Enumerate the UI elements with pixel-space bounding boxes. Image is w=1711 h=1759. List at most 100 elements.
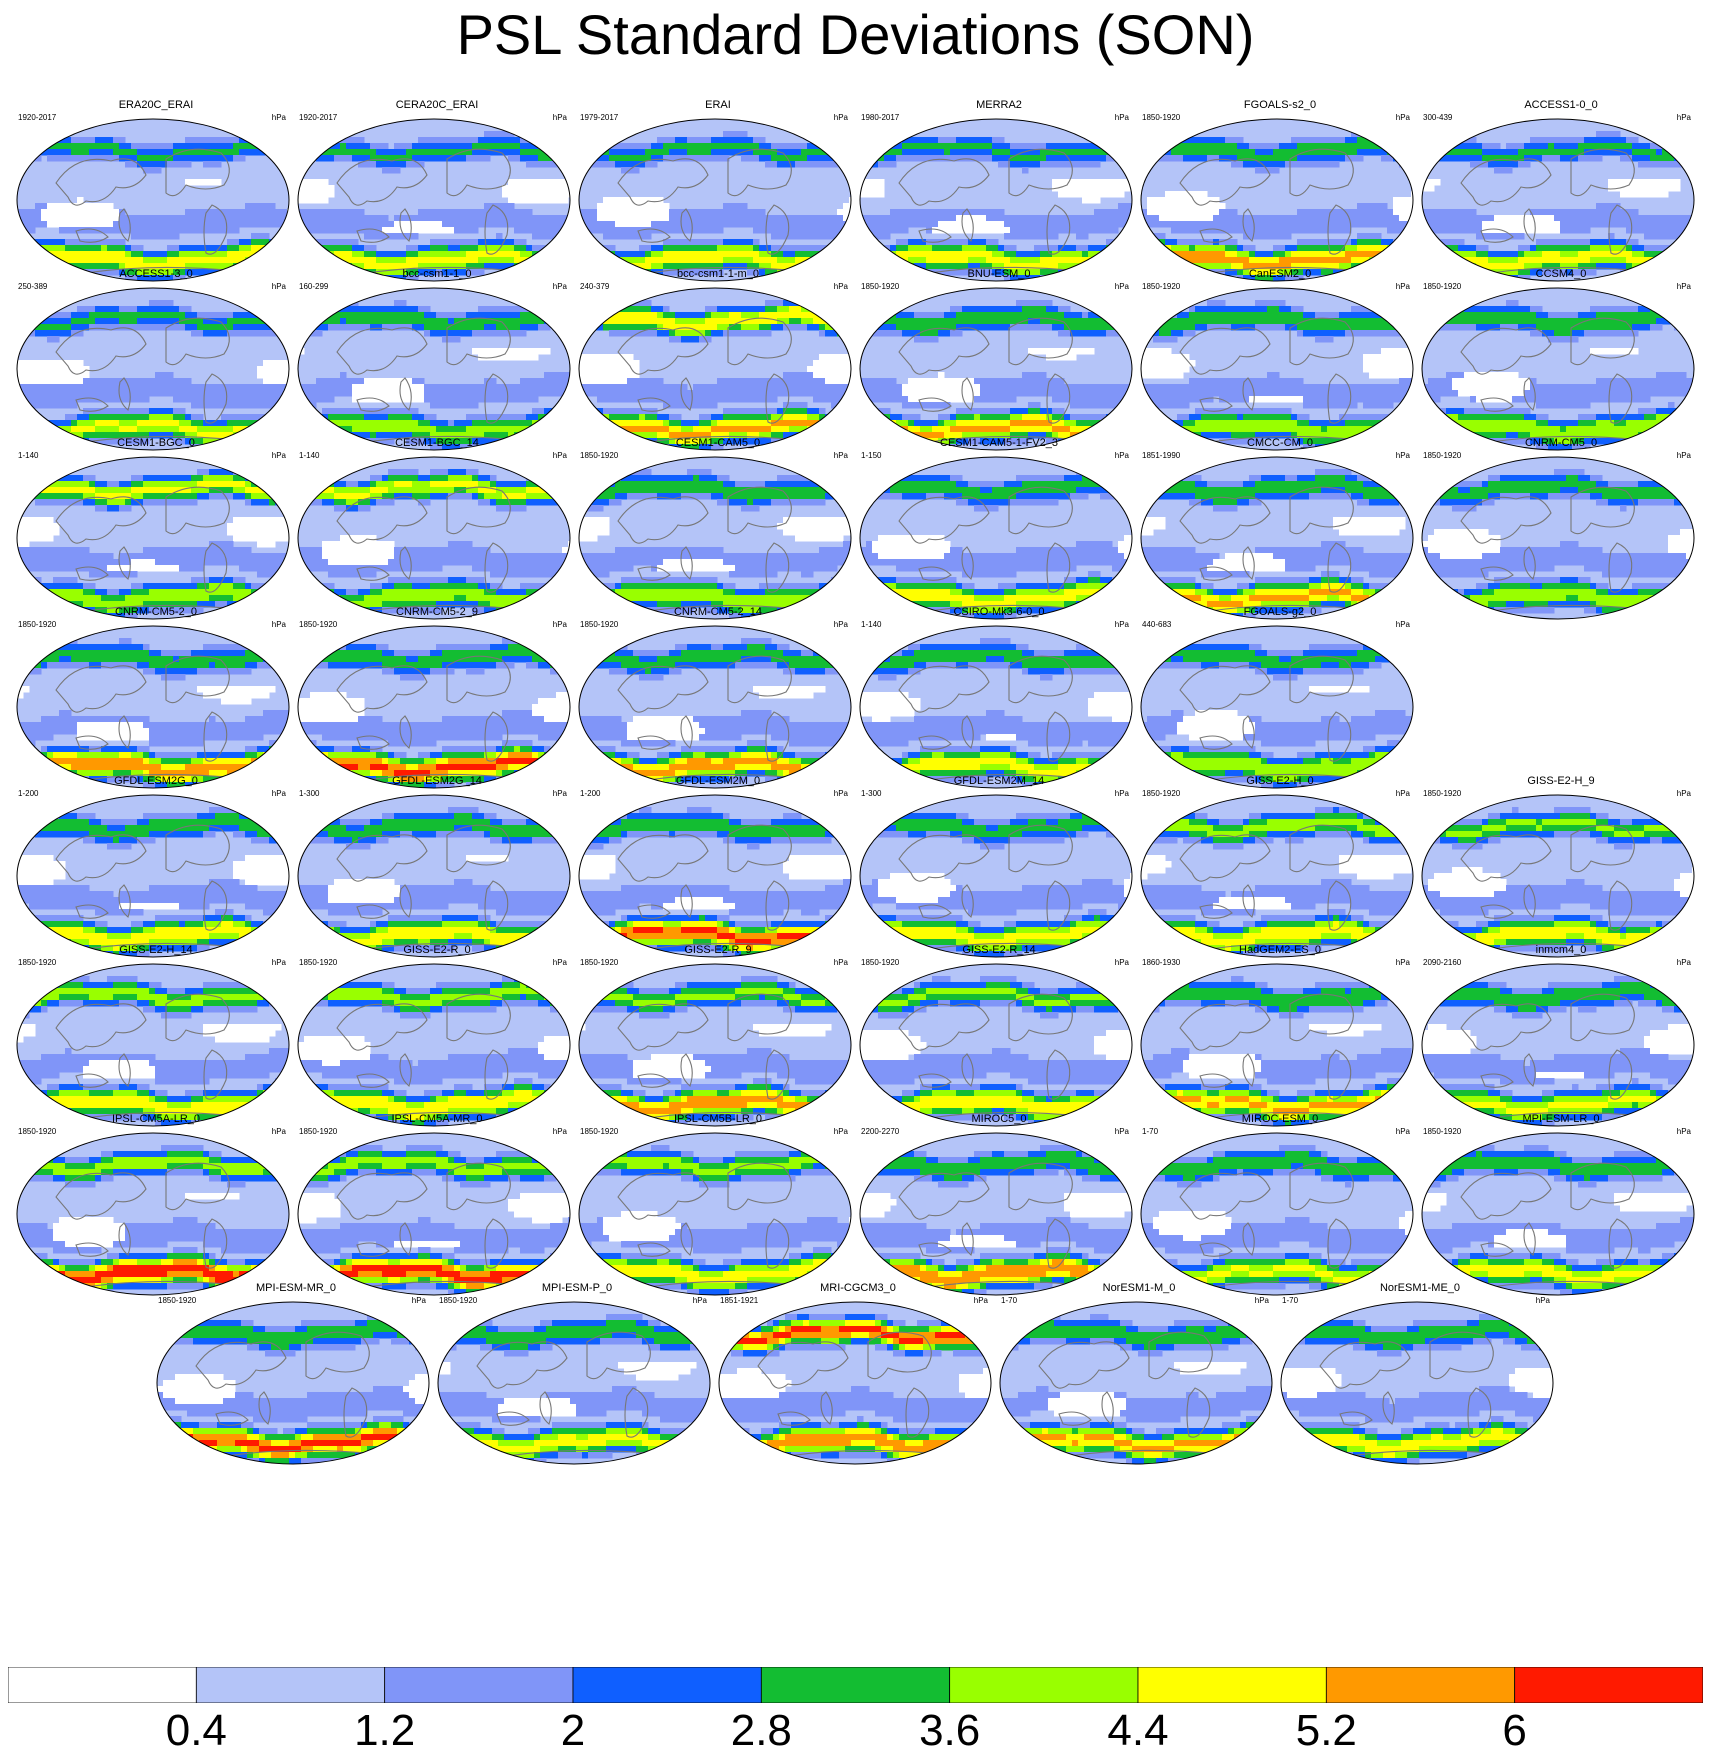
coastlines <box>1460 824 1642 950</box>
field-shading <box>1141 626 1413 788</box>
map-panel: MERRA2 1980-2017 hPa <box>859 99 1139 284</box>
panel-title: GISS-E2-H_9 <box>1421 775 1701 787</box>
panel-years: 1-70 <box>1282 1296 1298 1306</box>
map <box>859 456 1133 620</box>
map-panel: CSIRO-Mk3-6-0_0 1-140 hPa <box>859 606 1139 791</box>
field-shading <box>860 626 1132 788</box>
map-outline <box>16 963 290 1127</box>
panel-years: 1850-1920 <box>580 1127 618 1137</box>
field-shading <box>579 626 851 788</box>
coastlines <box>898 1162 1080 1288</box>
panel-unit: hPa <box>272 451 286 461</box>
panel-years: 1850-1920 <box>580 958 618 968</box>
map <box>859 118 1133 282</box>
panel-title: IPSL-CM5B-LR_0 <box>578 1113 858 1125</box>
map-panel: ERA20C_ERAI 1920-2017 hPa <box>16 99 296 284</box>
colorbar-labels: 0.4 1.2 2 2.8 3.6 4.4 5.2 6 <box>0 1706 1711 1756</box>
coastlines <box>1179 824 1361 950</box>
panel-unit: hPa <box>1396 620 1410 630</box>
coastlines <box>1179 655 1361 781</box>
map-panel: GFDL-ESM2G_14 1-300 hPa <box>297 775 577 960</box>
map-outline <box>578 456 852 620</box>
coastlines <box>757 1331 939 1457</box>
map-panel: IPSL-CM5B-LR_0 1850-1920 hPa <box>578 1113 858 1298</box>
coastlines <box>336 993 518 1119</box>
map <box>1140 963 1414 1127</box>
map-outline <box>578 625 852 789</box>
panel-years: 1850-1920 <box>439 1296 477 1306</box>
panel-title: MPI-ESM-LR_0 <box>1421 1113 1701 1125</box>
map <box>1140 794 1414 958</box>
field-shading <box>1422 1133 1694 1295</box>
map <box>578 625 852 789</box>
map <box>297 963 571 1127</box>
field-shading <box>17 119 289 281</box>
map-outline <box>297 456 571 620</box>
map <box>16 118 290 282</box>
map <box>578 1132 852 1296</box>
map-outline <box>156 1301 430 1465</box>
map-panel: ACCESS1-0_0 300-439 hPa <box>1421 99 1701 284</box>
map-panel: GISS-E2-H_9 1850-1920 hPa <box>1421 775 1701 960</box>
map-outline <box>16 118 290 282</box>
map <box>16 456 290 620</box>
coastlines <box>55 655 237 781</box>
map-panel: NorESM1-ME_0 1-70 hPa <box>1280 1282 1560 1467</box>
coastlines <box>1179 993 1361 1119</box>
map-panel: NorESM1-M_0 1-70 hPa <box>999 1282 1279 1467</box>
map-panel: GISS-E2-H_0 1850-1920 hPa <box>1140 775 1420 960</box>
map-outline <box>1421 1132 1695 1296</box>
panel-unit: hPa <box>1677 958 1691 968</box>
panel-title: MPI-ESM-MR_0 <box>156 1282 436 1294</box>
panel-years: 1-150 <box>861 451 881 461</box>
colorbar-tick-label: 2 <box>513 1706 633 1756</box>
map <box>999 1301 1273 1465</box>
panel-unit: hPa <box>1115 958 1129 968</box>
map-panel: HadGEM2-ES_0 1860-1930 hPa <box>1140 944 1420 1129</box>
map <box>156 1301 430 1465</box>
panel-unit: hPa <box>1396 451 1410 461</box>
coastlines <box>1460 317 1642 443</box>
map <box>1421 287 1695 451</box>
coastlines <box>1319 1331 1501 1457</box>
map-outline <box>1140 963 1414 1127</box>
panel-title: CNRM-CM5-2_9 <box>297 606 577 618</box>
panel-years: 1850-1920 <box>861 958 899 968</box>
panel-title: CCSM4_0 <box>1421 268 1701 280</box>
field-shading <box>1422 964 1694 1126</box>
map-outline <box>1140 794 1414 958</box>
panel-unit: hPa <box>553 789 567 799</box>
panel-title: CESM1-CAM5_0 <box>578 437 858 449</box>
panel-unit: hPa <box>1396 113 1410 123</box>
panel-unit: hPa <box>974 1296 988 1306</box>
panel-unit: hPa <box>1677 1127 1691 1137</box>
panel-title: MERRA2 <box>859 99 1139 111</box>
panel-unit: hPa <box>272 1127 286 1137</box>
map <box>859 1132 1133 1296</box>
map-outline <box>1140 118 1414 282</box>
map <box>297 456 571 620</box>
panel-unit: hPa <box>1396 958 1410 968</box>
panel-years: 1850-1920 <box>299 620 337 630</box>
map-panel: IPSL-CM5A-MR_0 1850-1920 hPa <box>297 1113 577 1298</box>
panel-title: ACCESS1-0_0 <box>1421 99 1701 111</box>
panel-years: 1-300 <box>299 789 319 799</box>
map <box>1280 1301 1554 1465</box>
panel-title: GFDL-ESM2G_0 <box>16 775 296 787</box>
colorbar-tick-label: 3.6 <box>890 1706 1010 1756</box>
map-outline <box>1280 1301 1554 1465</box>
panel-title: GFDL-ESM2M_14 <box>859 775 1139 787</box>
coastlines <box>336 148 518 274</box>
coastlines <box>1460 486 1642 612</box>
coastlines <box>336 655 518 781</box>
map <box>297 625 571 789</box>
panel-years: 1850-1920 <box>158 1296 196 1306</box>
panel-unit: hPa <box>272 958 286 968</box>
coastlines <box>1460 1162 1642 1288</box>
map <box>578 963 852 1127</box>
panel-title: FGOALS-s2_0 <box>1140 99 1420 111</box>
map <box>1421 1132 1695 1296</box>
map-outline <box>1421 287 1695 451</box>
coastlines <box>1179 1162 1361 1288</box>
panel-title: IPSL-CM5A-LR_0 <box>16 1113 296 1125</box>
